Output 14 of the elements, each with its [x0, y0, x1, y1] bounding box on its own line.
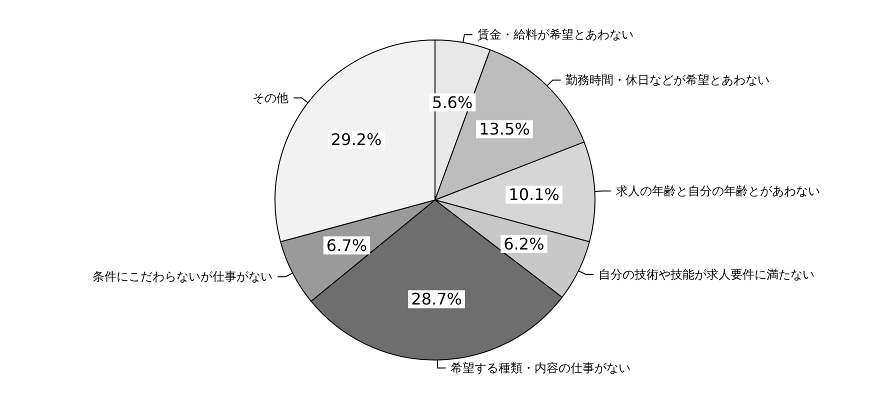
slice-label: その他 — [252, 90, 289, 105]
slice-label: 条件にこだわらないが仕事がない — [92, 270, 273, 284]
data-label: 5.6% — [432, 92, 473, 112]
data-label: 10.1% — [508, 185, 560, 204]
data-label: 13.5% — [479, 120, 530, 139]
data-label: 29.2% — [330, 130, 382, 150]
slice-label: 求人の年齢と自分の年齢とがあわない — [616, 184, 820, 198]
slice-label: 賃金・給料が希望とあわない — [477, 28, 634, 42]
slice-label: 希望する種類・内容の仕事がない — [450, 360, 631, 375]
slice-label: 勤務時間・休日などが希望とあわない — [566, 73, 770, 88]
slice-label: 自分の技術や技能が求人要件に満たない — [598, 267, 815, 282]
data-label: 6.2% — [504, 234, 544, 254]
data-label: 6.7% — [326, 236, 368, 255]
data-label: 28.7% — [411, 290, 462, 309]
